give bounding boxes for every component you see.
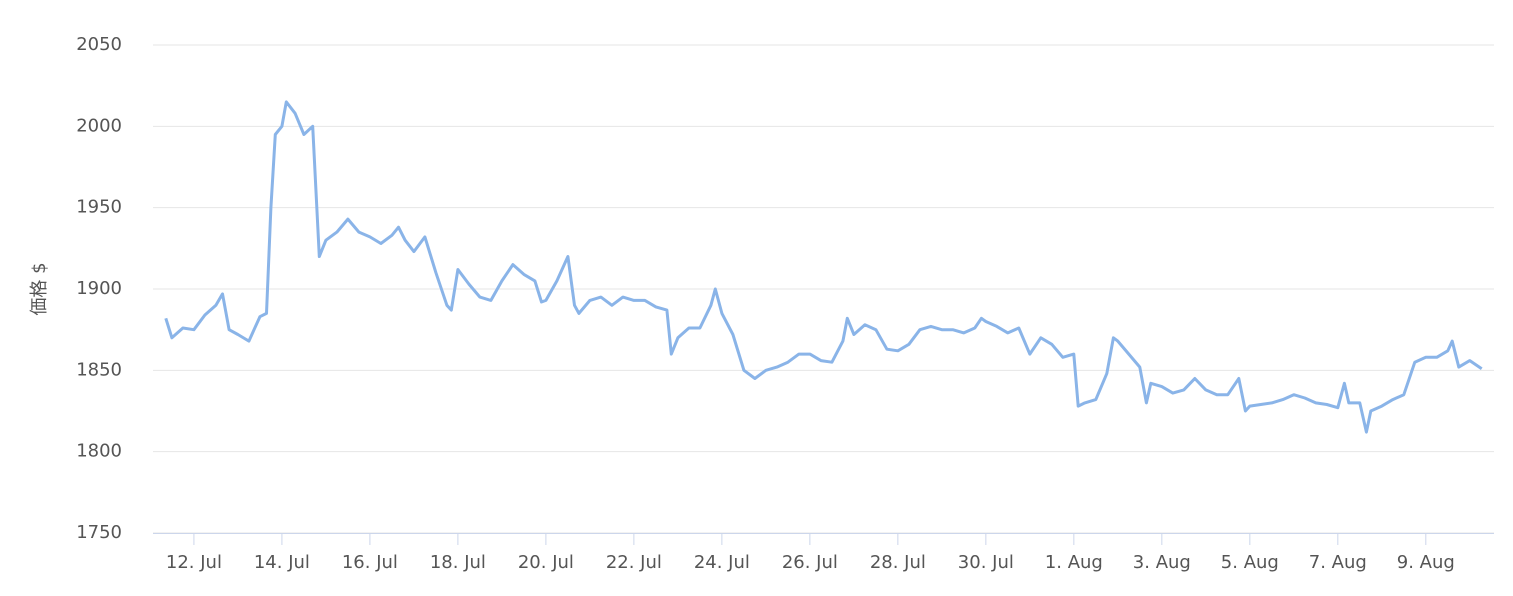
x-tick-label: 22. Jul bbox=[606, 552, 662, 573]
x-tick-label: 9. Aug bbox=[1397, 552, 1455, 573]
y-tick-label: 1850 bbox=[76, 359, 122, 380]
x-tick-label: 1. Aug bbox=[1045, 552, 1103, 573]
y-tick-label: 1950 bbox=[76, 197, 122, 218]
price-line bbox=[164, 100, 1483, 434]
x-tick-label: 20. Jul bbox=[518, 552, 574, 573]
y-axis-label: 価格 $ bbox=[29, 262, 50, 315]
x-tick-label: 24. Jul bbox=[694, 552, 750, 573]
y-tick-label: 1750 bbox=[76, 522, 122, 543]
y-tick-label: 2050 bbox=[76, 34, 122, 55]
y-tick-label: 1800 bbox=[76, 441, 122, 462]
x-tick-label: 3. Aug bbox=[1133, 552, 1191, 573]
x-tick-label: 14. Jul bbox=[254, 552, 310, 573]
x-tick-label: 16. Jul bbox=[342, 552, 398, 573]
x-tick-label: 18. Jul bbox=[430, 552, 486, 573]
x-tick-label: 12. Jul bbox=[166, 552, 222, 573]
x-tick-label: 30. Jul bbox=[958, 552, 1014, 573]
x-tick-label: 28. Jul bbox=[870, 552, 926, 573]
x-tick-label: 5. Aug bbox=[1221, 552, 1279, 573]
x-tick-label: 7. Aug bbox=[1309, 552, 1367, 573]
y-tick-label: 1900 bbox=[76, 278, 122, 299]
y-tick-label: 2000 bbox=[76, 115, 122, 136]
x-tick-label: 26. Jul bbox=[782, 552, 838, 573]
